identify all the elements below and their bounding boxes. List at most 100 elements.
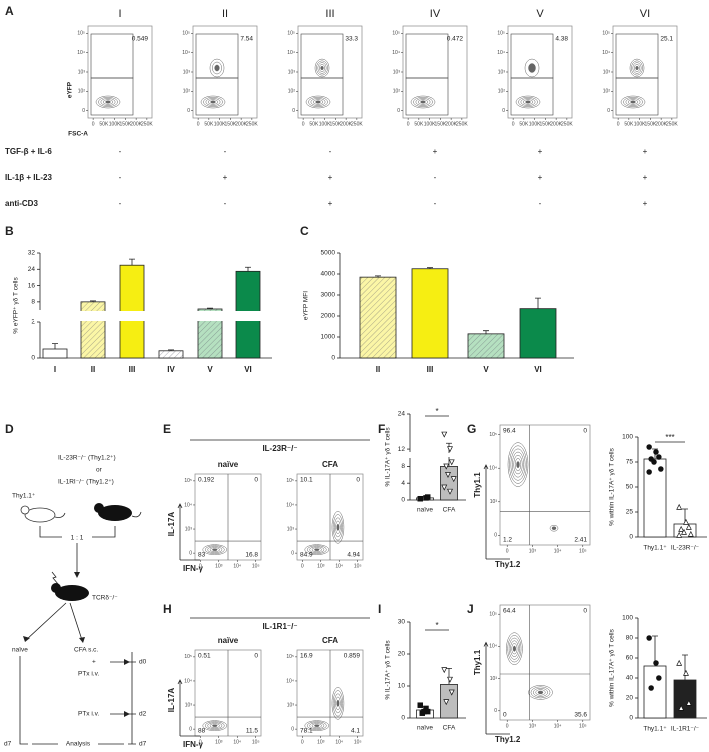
x-tick-label: 50K <box>414 121 424 127</box>
contour <box>417 99 429 105</box>
day-label: d7 <box>4 741 12 748</box>
y-tick-label: 100 <box>622 615 633 622</box>
contour <box>207 722 223 729</box>
day-label: d0 <box>139 659 147 666</box>
x-tick-label: V <box>483 365 489 374</box>
contour <box>629 58 645 78</box>
panel-label: B <box>5 224 14 238</box>
x-tick-label: 10⁴ <box>554 723 562 729</box>
arrowhead <box>74 572 80 578</box>
y-tick-label: 10³ <box>287 526 295 532</box>
error-bar <box>483 330 489 334</box>
y-tick-label: 10⁴ <box>286 502 294 508</box>
contour <box>630 100 636 104</box>
x-tick-label: 0 <box>301 563 304 569</box>
contour <box>200 95 226 109</box>
axis-arrow <box>483 641 510 735</box>
y-axis-label: % IL-17A⁺ γδ T cells <box>385 640 392 700</box>
treatment-sign: + <box>328 199 333 208</box>
contour <box>309 546 325 553</box>
contour <box>209 723 220 728</box>
y-tick-label: 4000 <box>321 271 336 278</box>
contour <box>510 448 526 481</box>
contour <box>507 442 529 487</box>
contour <box>335 696 341 710</box>
quadrant-value: 78.1 <box>300 728 313 735</box>
x-tick-label: 10⁴ <box>233 739 241 745</box>
x-tick-label: 10⁴ <box>233 563 241 569</box>
x-tick-label: 10⁴ <box>335 739 343 745</box>
x-tick-label: 150K <box>120 121 132 127</box>
bar <box>158 350 184 359</box>
treatment-sign: + <box>223 173 228 182</box>
contour <box>334 693 342 714</box>
contour <box>105 100 111 104</box>
contour <box>336 523 340 531</box>
data-point <box>450 476 457 483</box>
x-tick-label: 150K <box>540 121 552 127</box>
contour <box>310 98 326 106</box>
gate-value: 33.3 <box>345 36 358 43</box>
quadrant-value: 84.9 <box>300 552 313 559</box>
y-tick-label: 5000 <box>321 250 336 257</box>
y-tick-label: 10⁵ <box>184 654 192 660</box>
contour <box>511 643 518 655</box>
x-tick-label: 200K <box>550 121 562 127</box>
contour <box>509 445 527 484</box>
x-tick-label: 50K <box>519 121 529 127</box>
y-tick-label: 10⁴ <box>286 678 294 684</box>
contour <box>320 65 324 71</box>
contour <box>513 454 523 475</box>
axis-label: IFN-γ <box>183 740 204 749</box>
y-tick-label: 0 <box>629 715 633 722</box>
x-tick-label: 10³ <box>317 563 325 569</box>
axis-label: Thy1.1 <box>473 649 482 675</box>
x-tick-label: 150K <box>435 121 447 127</box>
y-tick-label: 10⁵ <box>286 654 294 660</box>
y-tick-label: 10⁵ <box>392 31 400 37</box>
arrow <box>25 602 83 641</box>
x-tick-label: VI <box>534 365 542 374</box>
mouse-icon <box>20 505 30 515</box>
y-tick-label: 40 <box>626 675 634 682</box>
x-tick-label: II <box>91 365 95 374</box>
quadrant-value: 96.4 <box>503 428 516 435</box>
data-point <box>653 449 659 455</box>
contour <box>306 721 327 730</box>
y-tick-label: 10³ <box>185 526 193 532</box>
contour <box>100 98 116 106</box>
contour <box>508 637 520 660</box>
axis-label: Thy1.2 <box>495 735 521 744</box>
contour <box>210 100 216 104</box>
y-tick-label: 10² <box>393 89 401 95</box>
bar <box>467 333 505 359</box>
y-tick-label: 10⁵ <box>489 432 497 438</box>
contour <box>633 64 641 72</box>
treatment-sign: + <box>643 199 648 208</box>
y-tick-label: 10⁵ <box>497 31 505 37</box>
y-tick-label: 10⁴ <box>184 502 192 508</box>
x-tick-label: 250K <box>666 121 678 127</box>
data-point <box>656 454 662 460</box>
contour <box>305 95 331 109</box>
treatment-label: IL-1β + IL-23 <box>5 173 52 182</box>
y-tick-label: 8 <box>401 463 405 470</box>
group-label: naïve <box>12 647 28 654</box>
quadrant-value: 0 <box>254 653 258 660</box>
x-tick-label: 100K <box>109 121 121 127</box>
contour <box>627 99 639 105</box>
contour <box>332 690 343 717</box>
panel-title: IL-1R1⁻/⁻ <box>262 622 297 631</box>
contour <box>530 686 551 699</box>
y-axis-label: eYFP MFI <box>303 291 310 320</box>
contour <box>309 722 325 729</box>
x-tick-label: 10⁴ <box>335 563 343 569</box>
y-tick-label: 75 <box>626 459 634 466</box>
y-tick-label: 100 <box>622 434 633 441</box>
y-axis-label: % IL-17A⁺ γδ T cells <box>385 427 392 487</box>
quadrant-value: 0 <box>503 712 507 719</box>
analysis-label: Analysis <box>66 741 91 748</box>
contour <box>318 64 326 72</box>
plot-title: CFA <box>322 460 338 469</box>
error-bar <box>427 267 433 269</box>
